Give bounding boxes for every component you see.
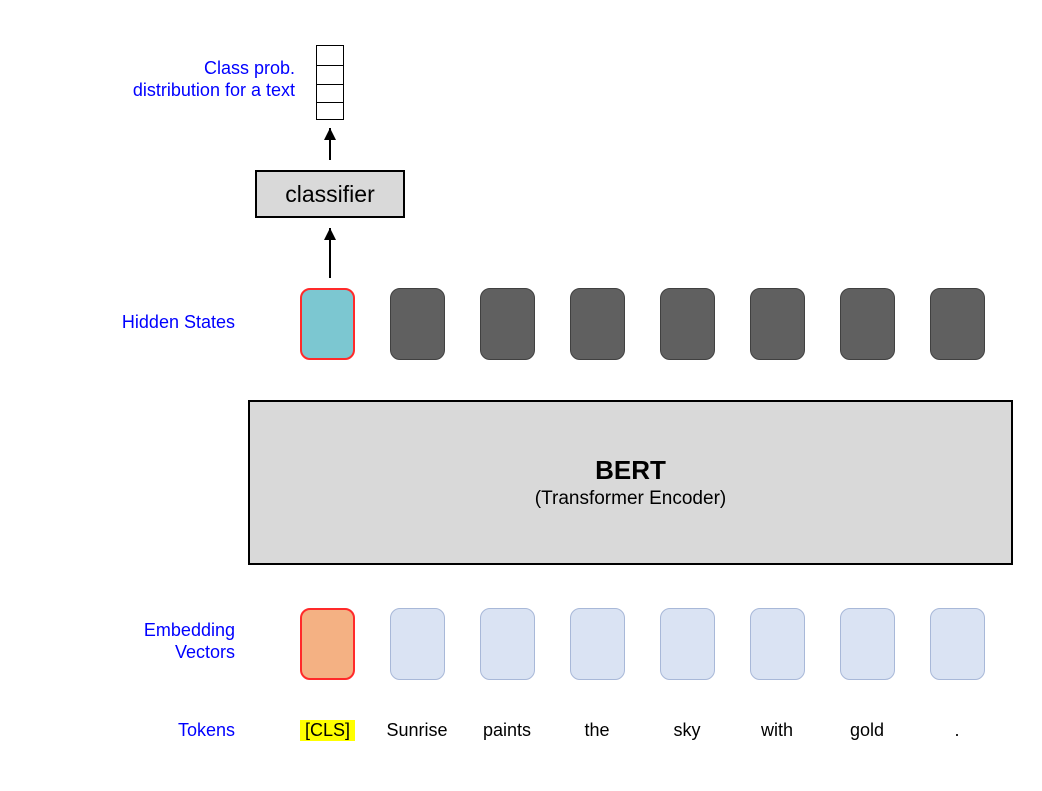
- token-6: gold: [822, 720, 912, 741]
- classifier-box: classifier: [255, 170, 405, 218]
- token-4: sky: [642, 720, 732, 741]
- token-0: [CLS]: [300, 720, 355, 741]
- token-7: .: [912, 720, 1002, 741]
- token-1: Sunrise: [372, 720, 462, 741]
- token-5: with: [732, 720, 822, 741]
- prob-distribution: [316, 45, 344, 120]
- bert-box: BERT(Transformer Encoder): [248, 400, 1013, 565]
- token-2: paints: [462, 720, 552, 741]
- token-3: the: [552, 720, 642, 741]
